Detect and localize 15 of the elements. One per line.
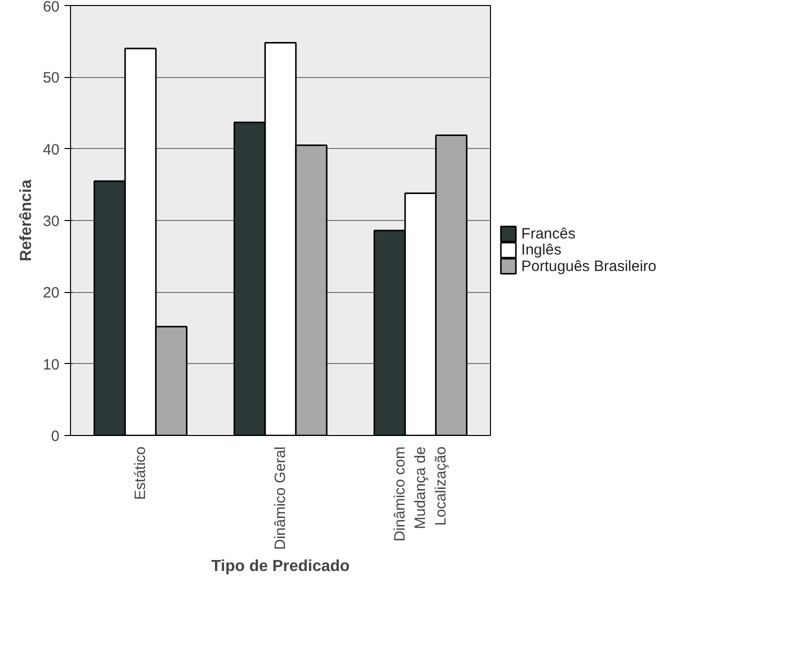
x-tick-label: Estático [132,446,149,500]
x-tick-label: Dinâmico Geral [272,446,289,550]
y-tick-label: 50 [42,70,60,87]
y-tick-label: 30 [42,213,60,230]
y-tick-label: 40 [42,141,60,158]
x-axis-title: Tipo de Predicado [211,558,350,575]
y-tick-label: 60 [42,0,60,16]
y-tick-label: 0 [51,428,60,445]
y-tick-label: 20 [42,284,60,302]
legend-label: Francês [521,226,576,243]
x-tick-label: Dinâmico com Mudança de Localização [392,446,450,542]
legend-label: Inglês [521,242,562,259]
y-axis-title: Referência [18,179,35,262]
legend-label: Português Brasileiro [521,258,656,275]
y-tick-label: 10 [42,356,60,374]
